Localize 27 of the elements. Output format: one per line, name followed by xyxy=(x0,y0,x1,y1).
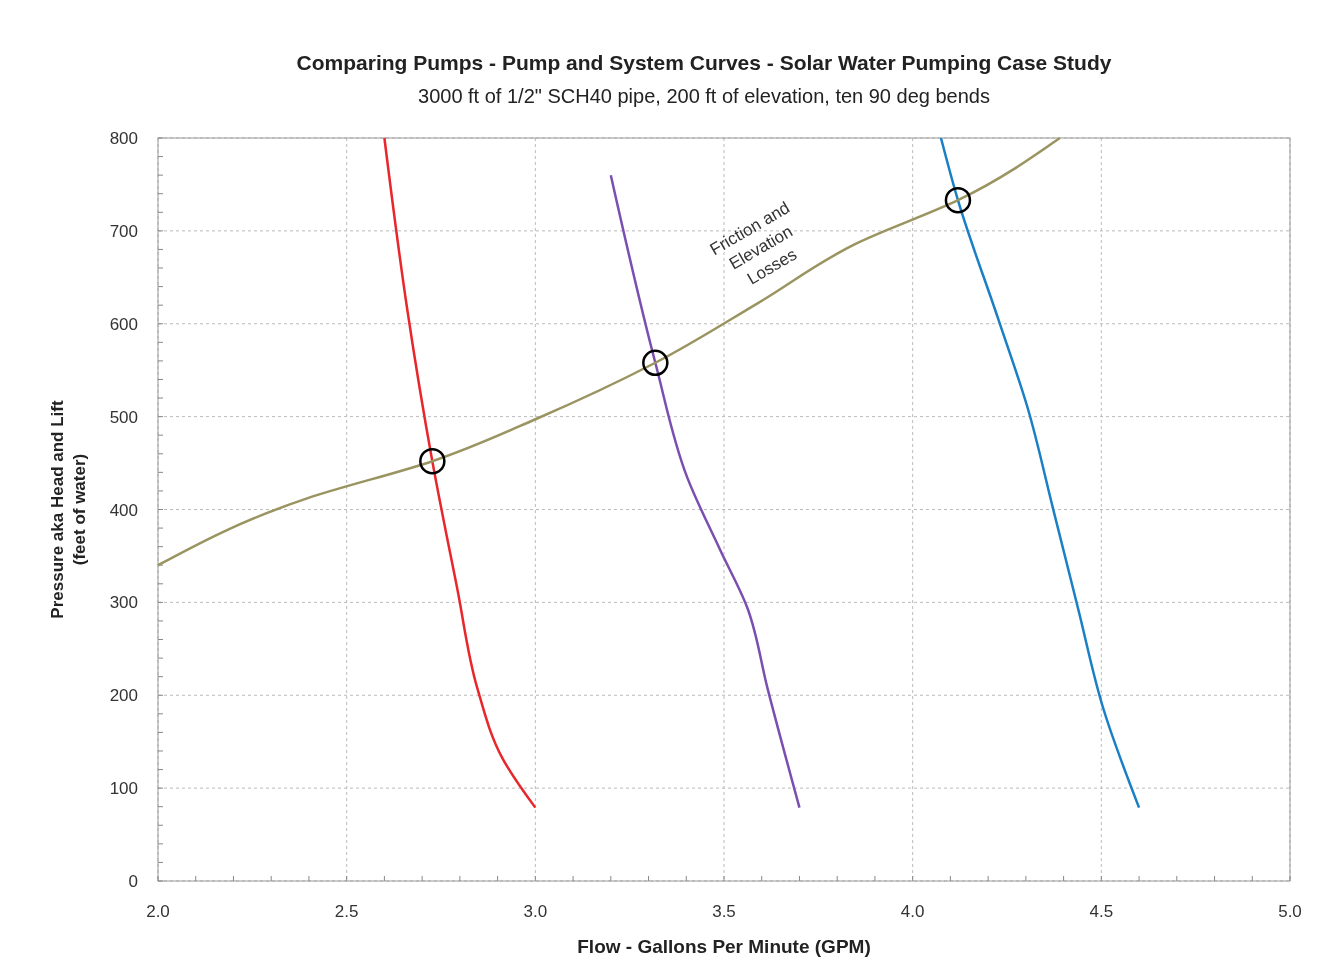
y-axis-title: Pressure aka Head and Lift (feet of water) xyxy=(48,400,89,619)
y-tick-label: 200 xyxy=(109,686,138,706)
y-tick-label: 700 xyxy=(109,221,138,241)
y-tick-label: 0 xyxy=(128,872,138,891)
x-tick-label: 4.0 xyxy=(900,902,925,921)
y-tick-label: 300 xyxy=(109,593,138,613)
x-tick-label: 2.0 xyxy=(146,902,170,921)
chart-subtitle: 3000 ft of 1/2" SCH40 pipe, 200 ft of elevation, ten 90 deg bends xyxy=(418,85,990,107)
x-tick-label: 4.5 xyxy=(1089,902,1114,921)
point xyxy=(944,186,972,214)
point xyxy=(419,447,446,475)
chart-title: Comparing Pumps - Pump and System Curves - Solar Water Pumping Case Study xyxy=(296,51,1112,74)
line-series xyxy=(609,173,801,809)
x-tick-label: 5.0 xyxy=(1278,902,1302,921)
y-tick-label: 500 xyxy=(109,407,138,427)
x-axis-title: Flow - Gallons Per Minute (GPM) xyxy=(577,936,871,957)
x-tick-label: 3.0 xyxy=(523,902,548,921)
y-tick-label: 600 xyxy=(109,314,138,334)
y-tick-label: 800 xyxy=(109,129,138,148)
y-tick-label: 400 xyxy=(109,500,138,520)
line-series xyxy=(383,136,537,809)
y-tick-label: 100 xyxy=(109,779,138,799)
line-series xyxy=(939,136,1141,809)
x-tick-label: 2.5 xyxy=(334,902,359,921)
x-tick-label: 3.5 xyxy=(712,902,736,921)
line-series xyxy=(156,136,1062,567)
point xyxy=(642,349,669,377)
